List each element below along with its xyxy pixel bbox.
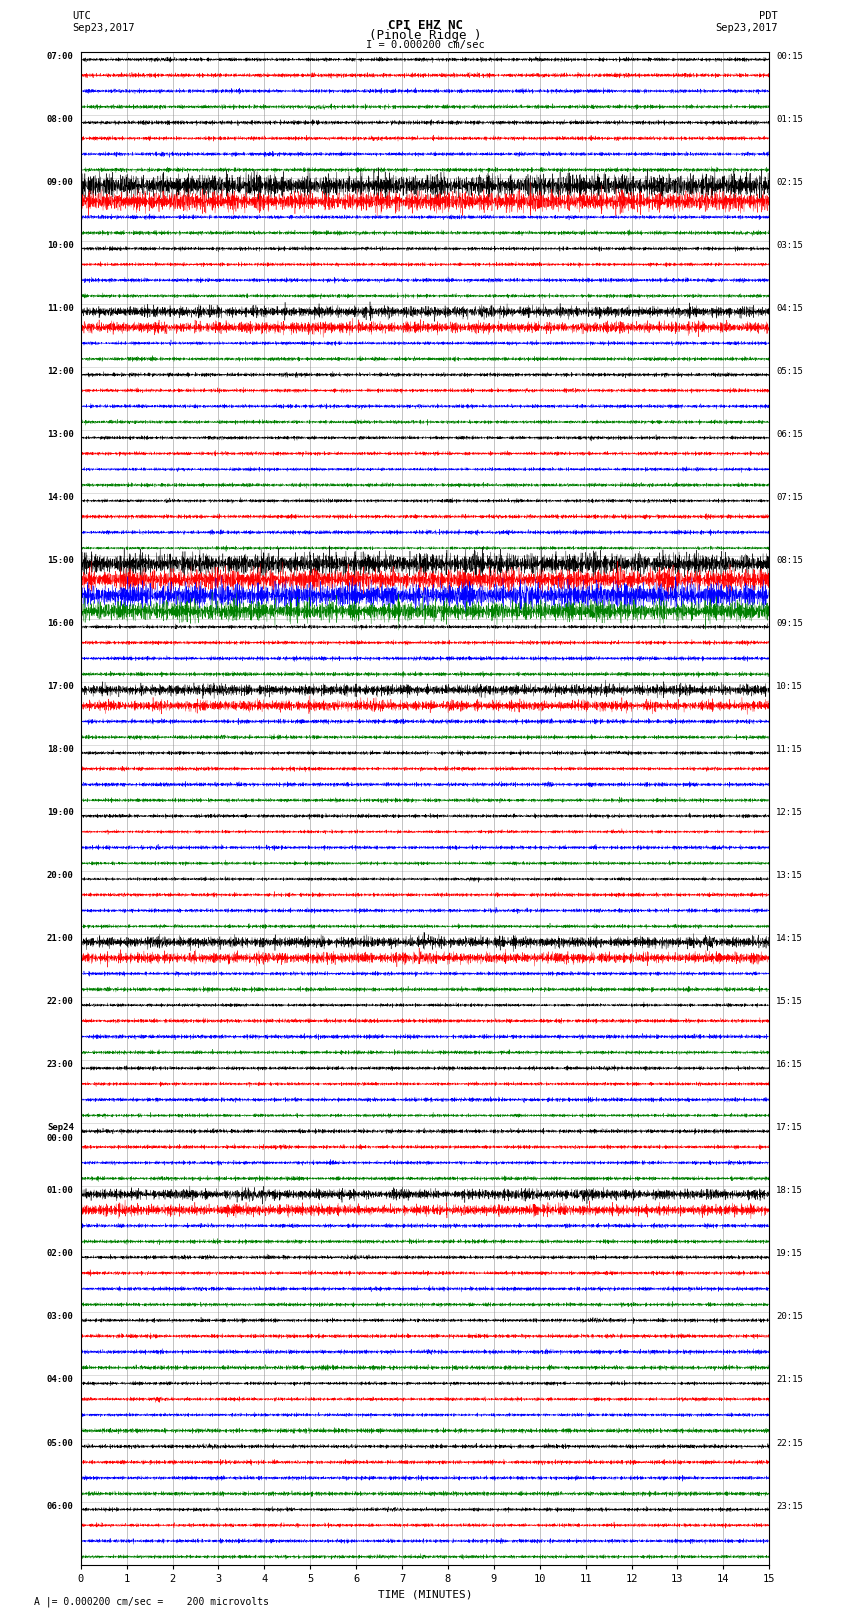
Text: 13:15: 13:15 bbox=[776, 871, 803, 881]
Text: Sep24
00:00: Sep24 00:00 bbox=[47, 1123, 74, 1142]
Text: 21:00: 21:00 bbox=[47, 934, 74, 944]
Text: 15:00: 15:00 bbox=[47, 556, 74, 565]
Text: 05:15: 05:15 bbox=[776, 366, 803, 376]
Text: 05:00: 05:00 bbox=[47, 1439, 74, 1447]
Text: 15:15: 15:15 bbox=[776, 997, 803, 1007]
Text: A |= 0.000200 cm/sec =    200 microvolts: A |= 0.000200 cm/sec = 200 microvolts bbox=[34, 1595, 269, 1607]
Text: CPI EHZ NC: CPI EHZ NC bbox=[388, 19, 462, 32]
Text: 03:15: 03:15 bbox=[776, 240, 803, 250]
Text: 12:15: 12:15 bbox=[776, 808, 803, 818]
Text: 17:00: 17:00 bbox=[47, 682, 74, 690]
Text: 01:15: 01:15 bbox=[776, 115, 803, 124]
Text: I = 0.000200 cm/sec: I = 0.000200 cm/sec bbox=[366, 40, 484, 50]
Text: 09:00: 09:00 bbox=[47, 177, 74, 187]
Text: 20:00: 20:00 bbox=[47, 871, 74, 881]
Text: 10:00: 10:00 bbox=[47, 240, 74, 250]
Text: 08:00: 08:00 bbox=[47, 115, 74, 124]
Text: 16:15: 16:15 bbox=[776, 1060, 803, 1069]
Text: 11:00: 11:00 bbox=[47, 303, 74, 313]
Text: Sep23,2017: Sep23,2017 bbox=[715, 23, 778, 32]
Text: 01:00: 01:00 bbox=[47, 1187, 74, 1195]
Text: 23:00: 23:00 bbox=[47, 1060, 74, 1069]
Text: 09:15: 09:15 bbox=[776, 619, 803, 627]
Text: Sep23,2017: Sep23,2017 bbox=[72, 23, 135, 32]
Text: 17:15: 17:15 bbox=[776, 1123, 803, 1132]
Text: 12:00: 12:00 bbox=[47, 366, 74, 376]
Text: 16:00: 16:00 bbox=[47, 619, 74, 627]
Text: 14:15: 14:15 bbox=[776, 934, 803, 944]
Text: 22:15: 22:15 bbox=[776, 1439, 803, 1447]
Text: (Pinole Ridge ): (Pinole Ridge ) bbox=[369, 29, 481, 42]
Text: 06:15: 06:15 bbox=[776, 429, 803, 439]
Text: 11:15: 11:15 bbox=[776, 745, 803, 753]
Text: 07:00: 07:00 bbox=[47, 52, 74, 61]
Text: 07:15: 07:15 bbox=[776, 494, 803, 502]
Text: 02:00: 02:00 bbox=[47, 1250, 74, 1258]
Text: 13:00: 13:00 bbox=[47, 429, 74, 439]
Text: 23:15: 23:15 bbox=[776, 1502, 803, 1510]
Text: 04:15: 04:15 bbox=[776, 303, 803, 313]
Text: 02:15: 02:15 bbox=[776, 177, 803, 187]
Text: PDT: PDT bbox=[759, 11, 778, 21]
Text: 08:15: 08:15 bbox=[776, 556, 803, 565]
Text: 19:15: 19:15 bbox=[776, 1250, 803, 1258]
Text: 10:15: 10:15 bbox=[776, 682, 803, 690]
Text: 18:15: 18:15 bbox=[776, 1187, 803, 1195]
Text: 20:15: 20:15 bbox=[776, 1313, 803, 1321]
Text: 03:00: 03:00 bbox=[47, 1313, 74, 1321]
Text: 18:00: 18:00 bbox=[47, 745, 74, 753]
Text: UTC: UTC bbox=[72, 11, 91, 21]
Text: 22:00: 22:00 bbox=[47, 997, 74, 1007]
Text: 00:15: 00:15 bbox=[776, 52, 803, 61]
Text: 19:00: 19:00 bbox=[47, 808, 74, 818]
Text: 04:00: 04:00 bbox=[47, 1376, 74, 1384]
Text: 21:15: 21:15 bbox=[776, 1376, 803, 1384]
Text: 06:00: 06:00 bbox=[47, 1502, 74, 1510]
X-axis label: TIME (MINUTES): TIME (MINUTES) bbox=[377, 1589, 473, 1598]
Text: 14:00: 14:00 bbox=[47, 494, 74, 502]
